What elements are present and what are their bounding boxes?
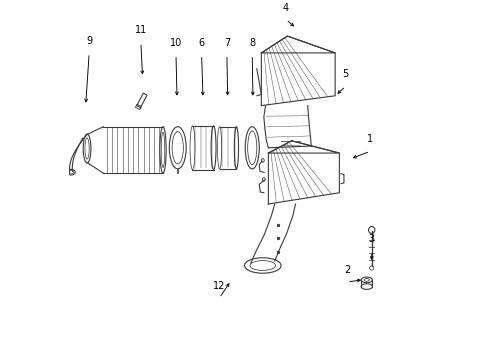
Text: 11: 11 (134, 25, 147, 35)
Text: 4: 4 (283, 3, 288, 13)
Text: 12: 12 (213, 281, 225, 291)
Bar (135, 104, 141, 109)
Text: 7: 7 (224, 38, 229, 48)
Polygon shape (261, 36, 334, 105)
Text: 2: 2 (343, 265, 349, 275)
Text: 5: 5 (342, 69, 348, 79)
Text: 3: 3 (368, 234, 374, 244)
Text: 6: 6 (198, 38, 204, 48)
Text: 9: 9 (86, 36, 92, 46)
Polygon shape (261, 36, 334, 53)
Text: 1: 1 (366, 134, 373, 144)
Text: 8: 8 (249, 38, 255, 48)
Polygon shape (268, 141, 339, 153)
Text: 10: 10 (169, 38, 182, 48)
Polygon shape (268, 141, 339, 204)
Bar (137, 93, 147, 108)
